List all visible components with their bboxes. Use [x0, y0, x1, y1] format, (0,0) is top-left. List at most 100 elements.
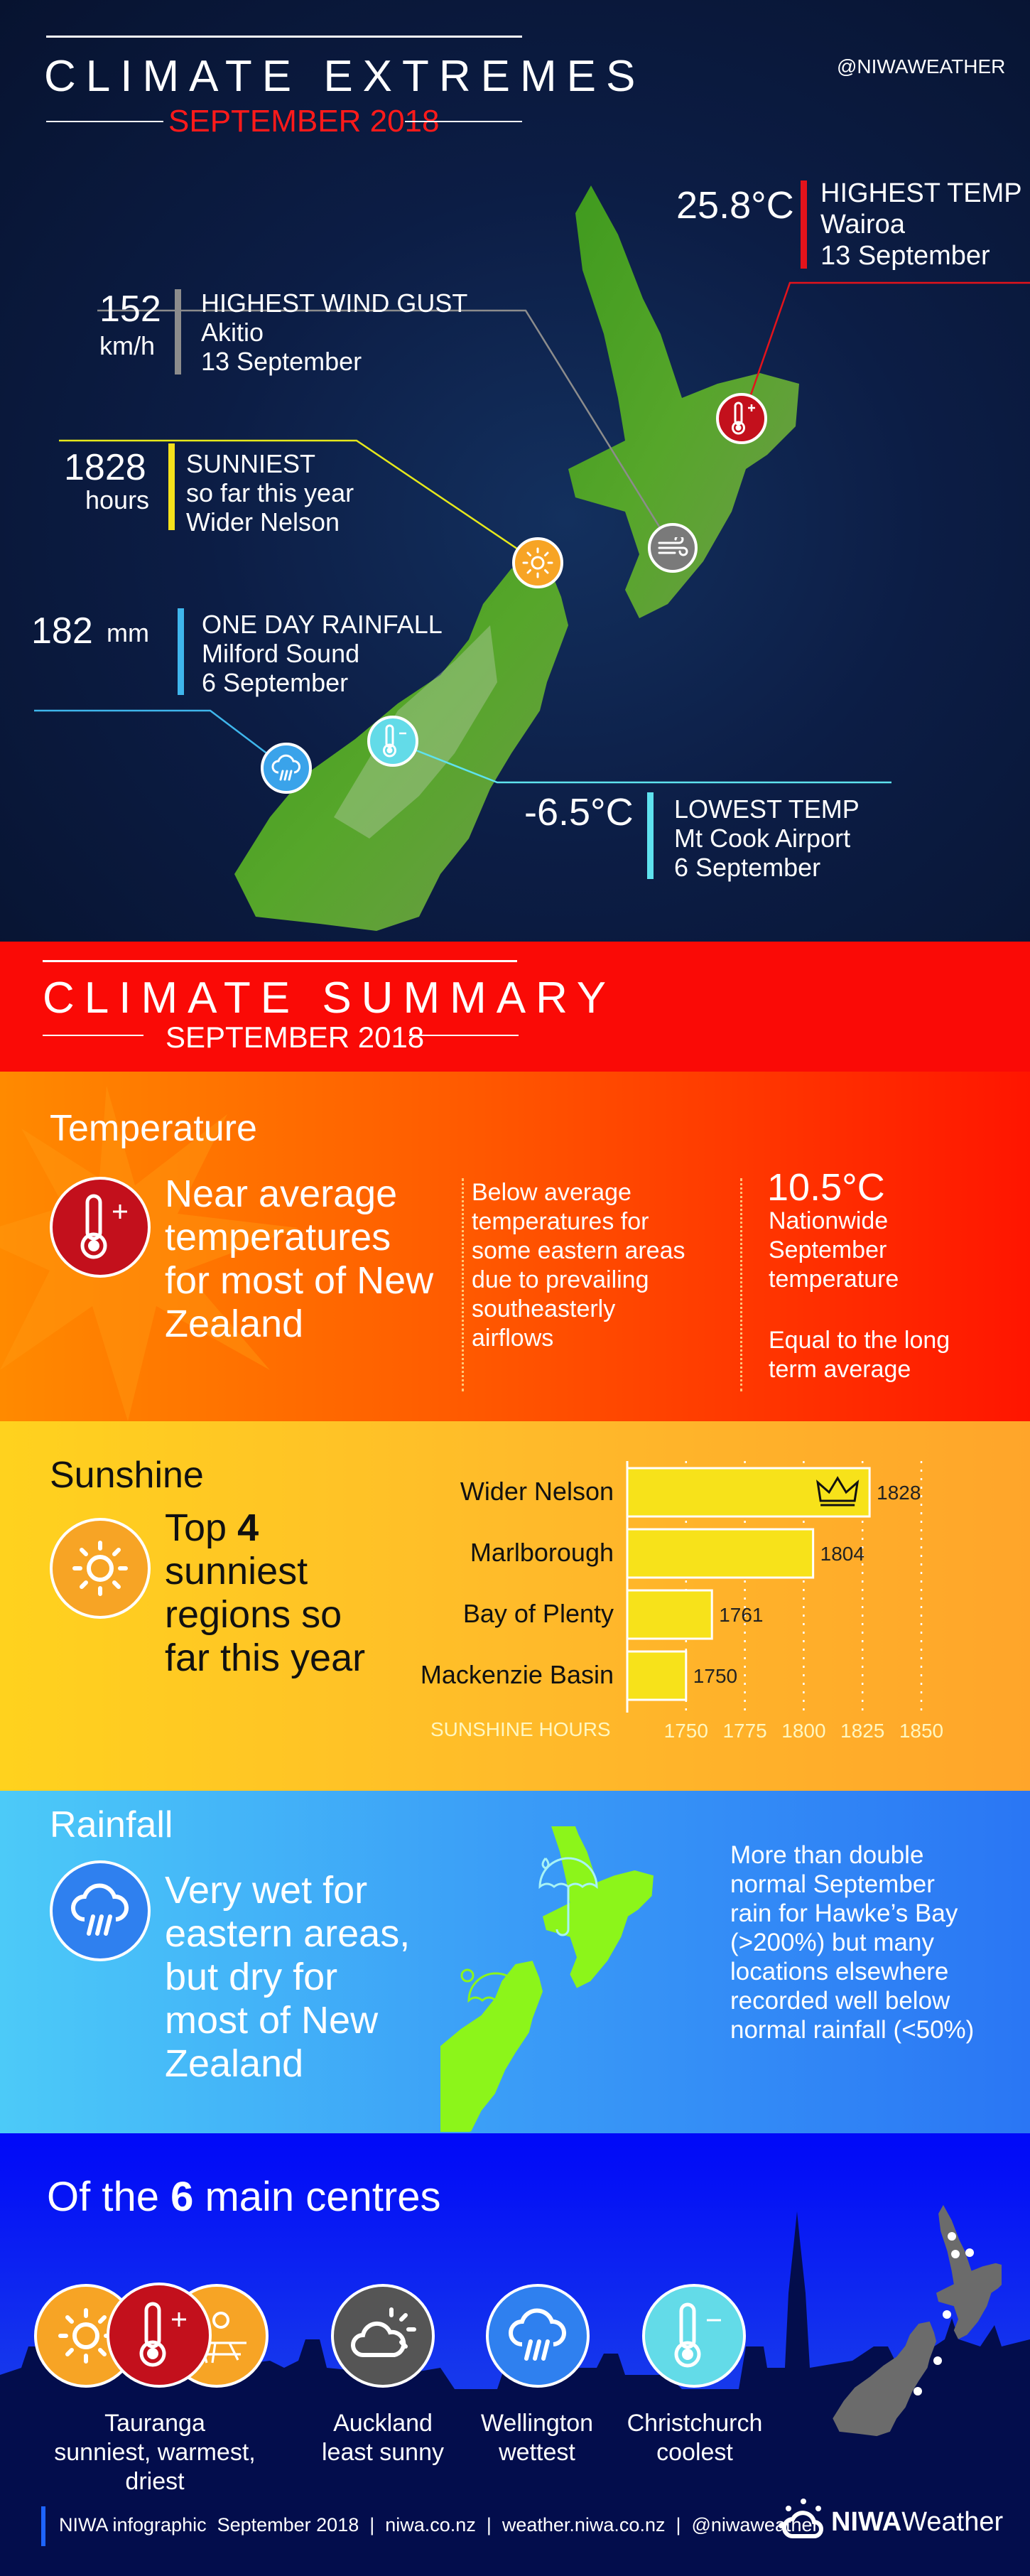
rainfall-text: ONE DAY RAINFALL Milford Sound 6 Septemb…	[202, 610, 443, 697]
thermometer-hot-icon	[716, 393, 767, 444]
thermometer-hot-icon	[50, 1177, 151, 1278]
climate-summary-header: CLIMATE SUMMARY SEPTEMBER 2018	[0, 942, 1030, 1072]
centre-tauranga: Tauranga sunniest, warmest, driest	[54, 2409, 255, 2496]
divider	[740, 1178, 742, 1391]
thermometer-cold-icon	[367, 716, 418, 767]
logo-light-text: Weather	[901, 2506, 1004, 2537]
sun-icon	[50, 1518, 151, 1619]
highest-temp-label: HIGHEST TEMP	[820, 178, 1022, 208]
centre-city: Auckland	[333, 2410, 433, 2437]
thermometer-cold-icon	[642, 2284, 746, 2388]
city-skyline	[0, 2211, 1030, 2576]
temperature-detail-line: Below average	[472, 1179, 631, 1206]
rainfall-value: 182	[31, 610, 93, 652]
label-line: temperature	[769, 1266, 899, 1293]
wind-gust-date: 13 September	[201, 347, 362, 376]
x-tick-label: 1850	[899, 1720, 943, 1742]
temperature-lead-line: temperatures	[165, 1216, 391, 1259]
sunshine-hours-bar-chart: Wider Nelson Marlborough Bay of Plenty Mack…	[0, 1421, 1030, 1791]
rainfall-date: 6 September	[202, 668, 349, 697]
wind-gust-text: HIGHEST WIND GUST Akitio 13 September	[201, 289, 467, 376]
rainfall-lead-line: Zealand	[165, 2042, 304, 2085]
wind-gust-value: 152	[99, 289, 161, 330]
umbrella-rain-icon	[538, 1857, 598, 1936]
centre-desc: coolest	[656, 2439, 733, 2466]
bar	[626, 1650, 688, 1701]
temperature-detail-line: some eastern areas	[472, 1237, 685, 1264]
category-label: Marlborough	[470, 1538, 614, 1567]
page-title: CLIMATE EXTREMES	[44, 52, 646, 101]
x-tick-label: 1800	[781, 1720, 825, 1742]
highest-temp-text: HIGHEST TEMP Wairoa 13 September	[820, 178, 1022, 271]
label-line: September	[769, 1236, 887, 1263]
sunshine-title: Sunshine	[50, 1455, 204, 1496]
city-markers	[914, 2232, 974, 2396]
thermometer-hot-icon	[107, 2283, 212, 2388]
sunniest-accent-bar	[168, 443, 175, 530]
rain-cloud-icon	[50, 1860, 151, 1961]
temperature-lead-line: Near average	[165, 1173, 398, 1215]
sunniest-label: SUNNIEST	[186, 449, 316, 478]
comparison-line: Equal to the long	[769, 1327, 950, 1354]
logo-bold-text: NIWA	[831, 2506, 902, 2537]
temperature-comparison: Equal to the long term average	[769, 1326, 950, 1384]
highest-temp-value: 25.8°C	[676, 184, 794, 227]
highest-temp-place: Wairoa	[820, 210, 905, 239]
main-centres-section: Of the 6 main centres Tauranga sunniest,…	[0, 2133, 1030, 2576]
rainfall-detail-line: normal September	[730, 1870, 935, 1898]
title-suffix: main centres	[193, 2174, 441, 2220]
national-temperature-label: Nationwide September temperature	[769, 1207, 899, 1294]
rainfall-title: Rainfall	[50, 1804, 173, 1845]
rainfall-detail-line: normal rainfall (<50%)	[730, 2016, 975, 2044]
lowest-temp-label: LOWEST TEMP	[674, 794, 860, 824]
data-label: 1804	[820, 1543, 864, 1565]
highest-temp-leader-line	[741, 281, 1030, 420]
x-tick-label: 1750	[664, 1720, 708, 1742]
rainfall-unit: mm	[107, 618, 149, 647]
centre-city: Christchurch	[627, 2410, 763, 2437]
centre-christchurch: Christchurch coolest	[627, 2409, 763, 2467]
label-line: Nationwide	[769, 1207, 889, 1234]
x-tick-label: 1775	[722, 1720, 766, 1742]
centre-auckland: Auckland least sunny	[322, 2409, 444, 2467]
temperature-lead: Near average temperatures for most of Ne…	[165, 1173, 433, 1346]
rainfall-detail-line: recorded well below	[730, 1987, 950, 2015]
bar	[626, 1528, 815, 1579]
rainfall-lead-line: but dry for	[165, 1956, 338, 1998]
rainfall-label: ONE DAY RAINFALL	[202, 610, 443, 639]
sunniest-text: SUNNIEST so far this year Wider Nelson	[186, 449, 354, 537]
temperature-detail-line: airflows	[472, 1325, 554, 1352]
sunniest-leader-line	[59, 439, 538, 564]
niwa-weather-logo[interactable]: NIWA Weather	[779, 2497, 1003, 2547]
data-label: 1750	[693, 1665, 737, 1687]
lowest-temp-place: Mt Cook Airport	[674, 824, 851, 853]
temperature-lead-line: for most of New	[165, 1259, 434, 1302]
umbrella-sun-icon	[460, 1968, 524, 2057]
centres-title: Of the 6 main centres	[47, 2173, 441, 2221]
page-subtitle: SEPTEMBER 2018	[168, 104, 440, 139]
centre-desc: driest	[125, 2468, 185, 2495]
wind-gust-leader-line	[97, 309, 673, 548]
temperature-lead-line: Zealand	[165, 1303, 304, 1345]
rainfall-detail-line: More than double	[730, 1841, 924, 1869]
rainfall-lead-line: eastern areas,	[165, 1912, 411, 1955]
sunshine-lead: Top 4 sunniest regions so far this year	[165, 1507, 365, 1680]
category-label: Wider Nelson	[460, 1477, 614, 1506]
subtitle-rule-right	[405, 121, 522, 122]
rainfall-lead-line: most of New	[165, 1999, 379, 2042]
data-label: 1761	[719, 1604, 763, 1626]
wind-gust-label: HIGHEST WIND GUST	[201, 289, 468, 318]
temperature-detail-line: due to prevailing	[472, 1266, 649, 1293]
rainfall-detail: More than double normal September rain f…	[730, 1841, 974, 2044]
sunshine-lead-line: sunniest	[165, 1550, 308, 1593]
data-label: 1828	[877, 1482, 921, 1504]
rainfall-detail-line: (>200%) but many	[730, 1929, 934, 1956]
rain-cloud-icon	[261, 743, 312, 794]
centre-wellington: Wellington wettest	[481, 2409, 593, 2467]
north-island-shape	[568, 185, 799, 618]
footer-credits: NIWA infographic September 2018 | niwa.c…	[59, 2514, 819, 2535]
temperature-title: Temperature	[50, 1108, 257, 1149]
climate-extremes-section: CLIMATE EXTREMES SEPTEMBER 2018 @NIWAWEA…	[0, 0, 1030, 942]
lowest-temp-accent-bar	[647, 792, 654, 879]
crown-icon	[816, 1476, 860, 1507]
